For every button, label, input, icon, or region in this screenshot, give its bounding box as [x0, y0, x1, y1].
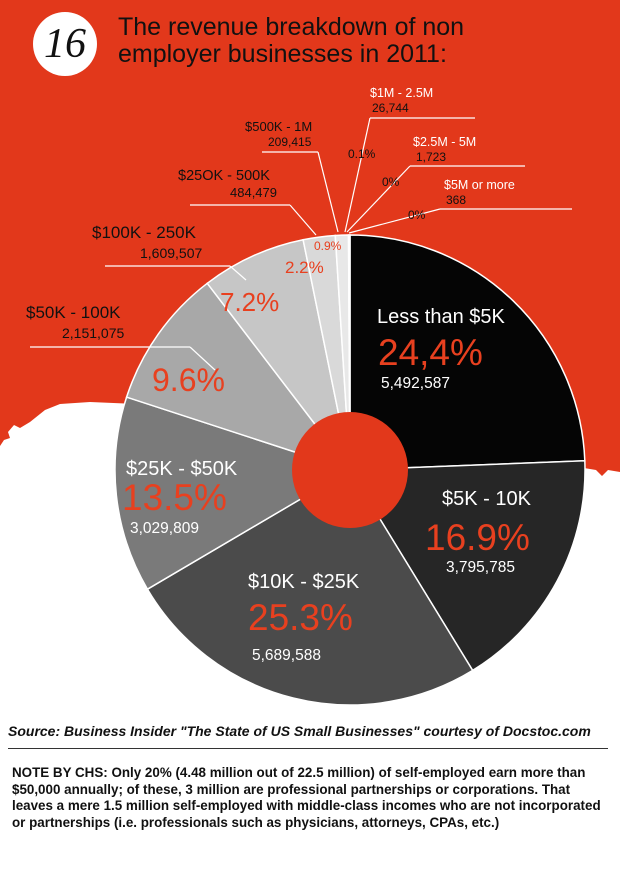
callout-label: $100K - 250K [92, 223, 197, 242]
callout-count: 209,415 [268, 135, 312, 149]
pie-slice [146, 468, 474, 706]
slice-percent: 0% [408, 208, 426, 222]
slice-count: 5,689,588 [252, 647, 321, 664]
callout-line [344, 117, 371, 233]
callout-count: 484,479 [230, 185, 277, 200]
slice-percent: 16.9% [425, 517, 530, 558]
callout-line [289, 204, 317, 236]
pie-slice [114, 396, 352, 591]
callout-count: 2,151,075 [62, 325, 124, 341]
callout-label: $50K - 100K [26, 303, 121, 322]
slice-percent: 9.6% [152, 362, 225, 398]
note-text: NOTE BY CHS: Only 20% (4.48 million out … [12, 765, 601, 830]
slice-count: 5,492,587 [381, 375, 450, 392]
callout-count: 368 [446, 193, 466, 207]
slice-count: 3,795,785 [446, 559, 515, 576]
pie-slice [349, 234, 586, 471]
pie-slice [348, 460, 586, 672]
callout-count: 1,609,507 [140, 245, 202, 261]
callout-label: $25OK - 500K [178, 168, 270, 184]
slice-label: Less than $5K [377, 306, 506, 328]
callout-line [317, 151, 339, 233]
slice-percent: 24,4% [378, 332, 483, 373]
callout-line [348, 208, 441, 234]
callout-count: 1,723 [416, 150, 446, 164]
slice-percent: 7.2% [220, 287, 279, 317]
divider [8, 748, 608, 749]
pie-slice [347, 234, 351, 471]
pie-slice [125, 282, 353, 472]
callout-line [229, 265, 247, 281]
slice-label: $10K - $25K [248, 571, 360, 593]
slice-percent: 0.1% [348, 147, 376, 161]
slice-label: $25K - $50K [126, 458, 238, 480]
source-credit: Source: Business Insider "The State of U… [8, 723, 591, 739]
callout-label: $5M or more [444, 178, 515, 192]
slice-percent: 0.9% [314, 239, 342, 253]
title-line-2: employer businesses in 2011: [118, 40, 447, 68]
callout-label: $1M - 2.5M [370, 86, 433, 100]
callout-label: $2.5M - 5M [413, 135, 476, 149]
slice-percent: 2.2% [285, 258, 324, 277]
slice-percent: 25.3% [248, 597, 353, 638]
page-title: The revenue breakdown of non employer bu… [118, 14, 538, 68]
callout-count: 26,744 [372, 101, 409, 115]
pie-center [292, 412, 408, 528]
slice-count: 3,029,809 [130, 520, 199, 537]
title-line-1: The revenue breakdown of non [118, 13, 465, 41]
callout-line [189, 346, 216, 371]
slice-label: $5K - 10K [442, 488, 532, 510]
slice-percent: 0% [382, 175, 400, 189]
slice-percent: 13.5% [122, 477, 227, 518]
callout-label: $500K - 1M [245, 119, 312, 134]
number-badge: 16 [33, 12, 97, 76]
callout-line [346, 165, 411, 233]
